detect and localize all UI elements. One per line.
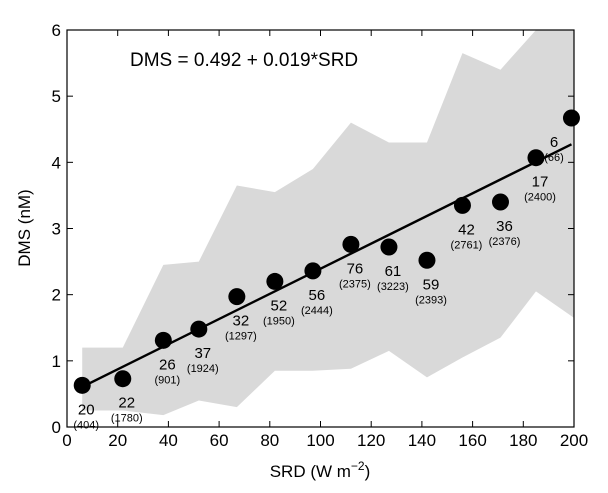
point-sample-label: 76 — [347, 260, 364, 277]
x-axis-title-sup: −2 — [351, 459, 365, 473]
point-sample-label: 17 — [532, 174, 549, 191]
point-count-label: (1924) — [187, 363, 219, 375]
y-tick-label: 5 — [52, 87, 61, 106]
data-point — [562, 109, 580, 127]
x-tick-label: 180 — [509, 431, 537, 450]
data-point — [114, 370, 132, 388]
point-count-label: (1950) — [263, 315, 295, 327]
point-count-label: (2376) — [489, 236, 521, 248]
point-labels: 20(404) 22(1780) 26(901) 37(1924) 32(1297) 52… — [73, 134, 563, 431]
x-axis-title: SRD (W m−2) — [270, 459, 371, 481]
point-sample-label: 59 — [423, 276, 440, 293]
point-sample-label: 52 — [271, 297, 288, 314]
data-point — [190, 320, 208, 338]
data-point — [228, 288, 246, 306]
x-tick-label: 40 — [159, 431, 178, 450]
point-sample-label: 56 — [309, 287, 326, 304]
point-count-label: (404) — [73, 419, 99, 431]
point-sample-label: 22 — [118, 395, 135, 412]
plot-area: 20(404)22(1780)26(901)37(1924)32(1297)52… — [52, 21, 589, 450]
data-point — [304, 262, 322, 280]
fit-equation: DMS = 0.492 + 0.019*SRD — [130, 50, 358, 71]
data-point — [380, 238, 398, 256]
point-sample-label: 20 — [78, 401, 95, 418]
point-sample-label: 61 — [385, 263, 402, 280]
y-axis-title: DMS (nM) — [15, 189, 34, 266]
x-tick-label: 60 — [210, 431, 229, 450]
y-tick-label: 3 — [52, 220, 61, 239]
point-count-label: (3223) — [377, 281, 409, 293]
point-sample-label: 42 — [458, 221, 475, 238]
x-tick-label: 120 — [357, 431, 385, 450]
data-point — [342, 235, 360, 253]
point-count-label: (1297) — [225, 331, 257, 343]
y-tick-label: 6 — [52, 21, 61, 40]
point-count-label: (2400) — [524, 192, 556, 204]
y-tick-label: 0 — [52, 418, 61, 437]
data-point — [266, 272, 284, 290]
x-tick-label: 140 — [408, 431, 436, 450]
point-count-label: (2375) — [339, 278, 371, 290]
x-tick-label: 100 — [306, 431, 334, 450]
x-axis-title-main: SRD (W m — [270, 462, 351, 481]
y-tick-label: 4 — [52, 153, 61, 172]
point-sample-label: 37 — [194, 345, 211, 362]
point-sample-label: 32 — [233, 313, 250, 330]
point-sample-label: 6 — [550, 134, 558, 151]
data-point — [453, 196, 471, 214]
x-tick-label: 200 — [560, 431, 588, 450]
data-point — [418, 251, 436, 269]
point-count-label: (2393) — [415, 294, 447, 306]
point-count-label: (901) — [154, 374, 180, 386]
point-count-label: (2761) — [451, 239, 483, 251]
x-tick-label: 20 — [108, 431, 127, 450]
data-point — [73, 376, 91, 394]
x-tick-label: 160 — [458, 431, 486, 450]
data-markers — [73, 109, 580, 394]
point-count-label: (1780) — [111, 413, 143, 425]
range-band — [82, 30, 575, 416]
data-point — [527, 149, 545, 167]
point-sample-label: 26 — [159, 356, 176, 373]
point-count-label: (2444) — [301, 305, 333, 317]
y-tick-label: 1 — [52, 352, 61, 371]
data-point — [491, 193, 509, 211]
x-tick-label: 80 — [260, 431, 279, 450]
x-axis-title-end: ) — [365, 462, 371, 481]
x-tick-label: 0 — [62, 431, 71, 450]
point-count-label: (66) — [544, 152, 564, 164]
y-tick-label: 2 — [52, 286, 61, 305]
data-point — [154, 331, 172, 349]
point-sample-label: 36 — [496, 218, 513, 235]
